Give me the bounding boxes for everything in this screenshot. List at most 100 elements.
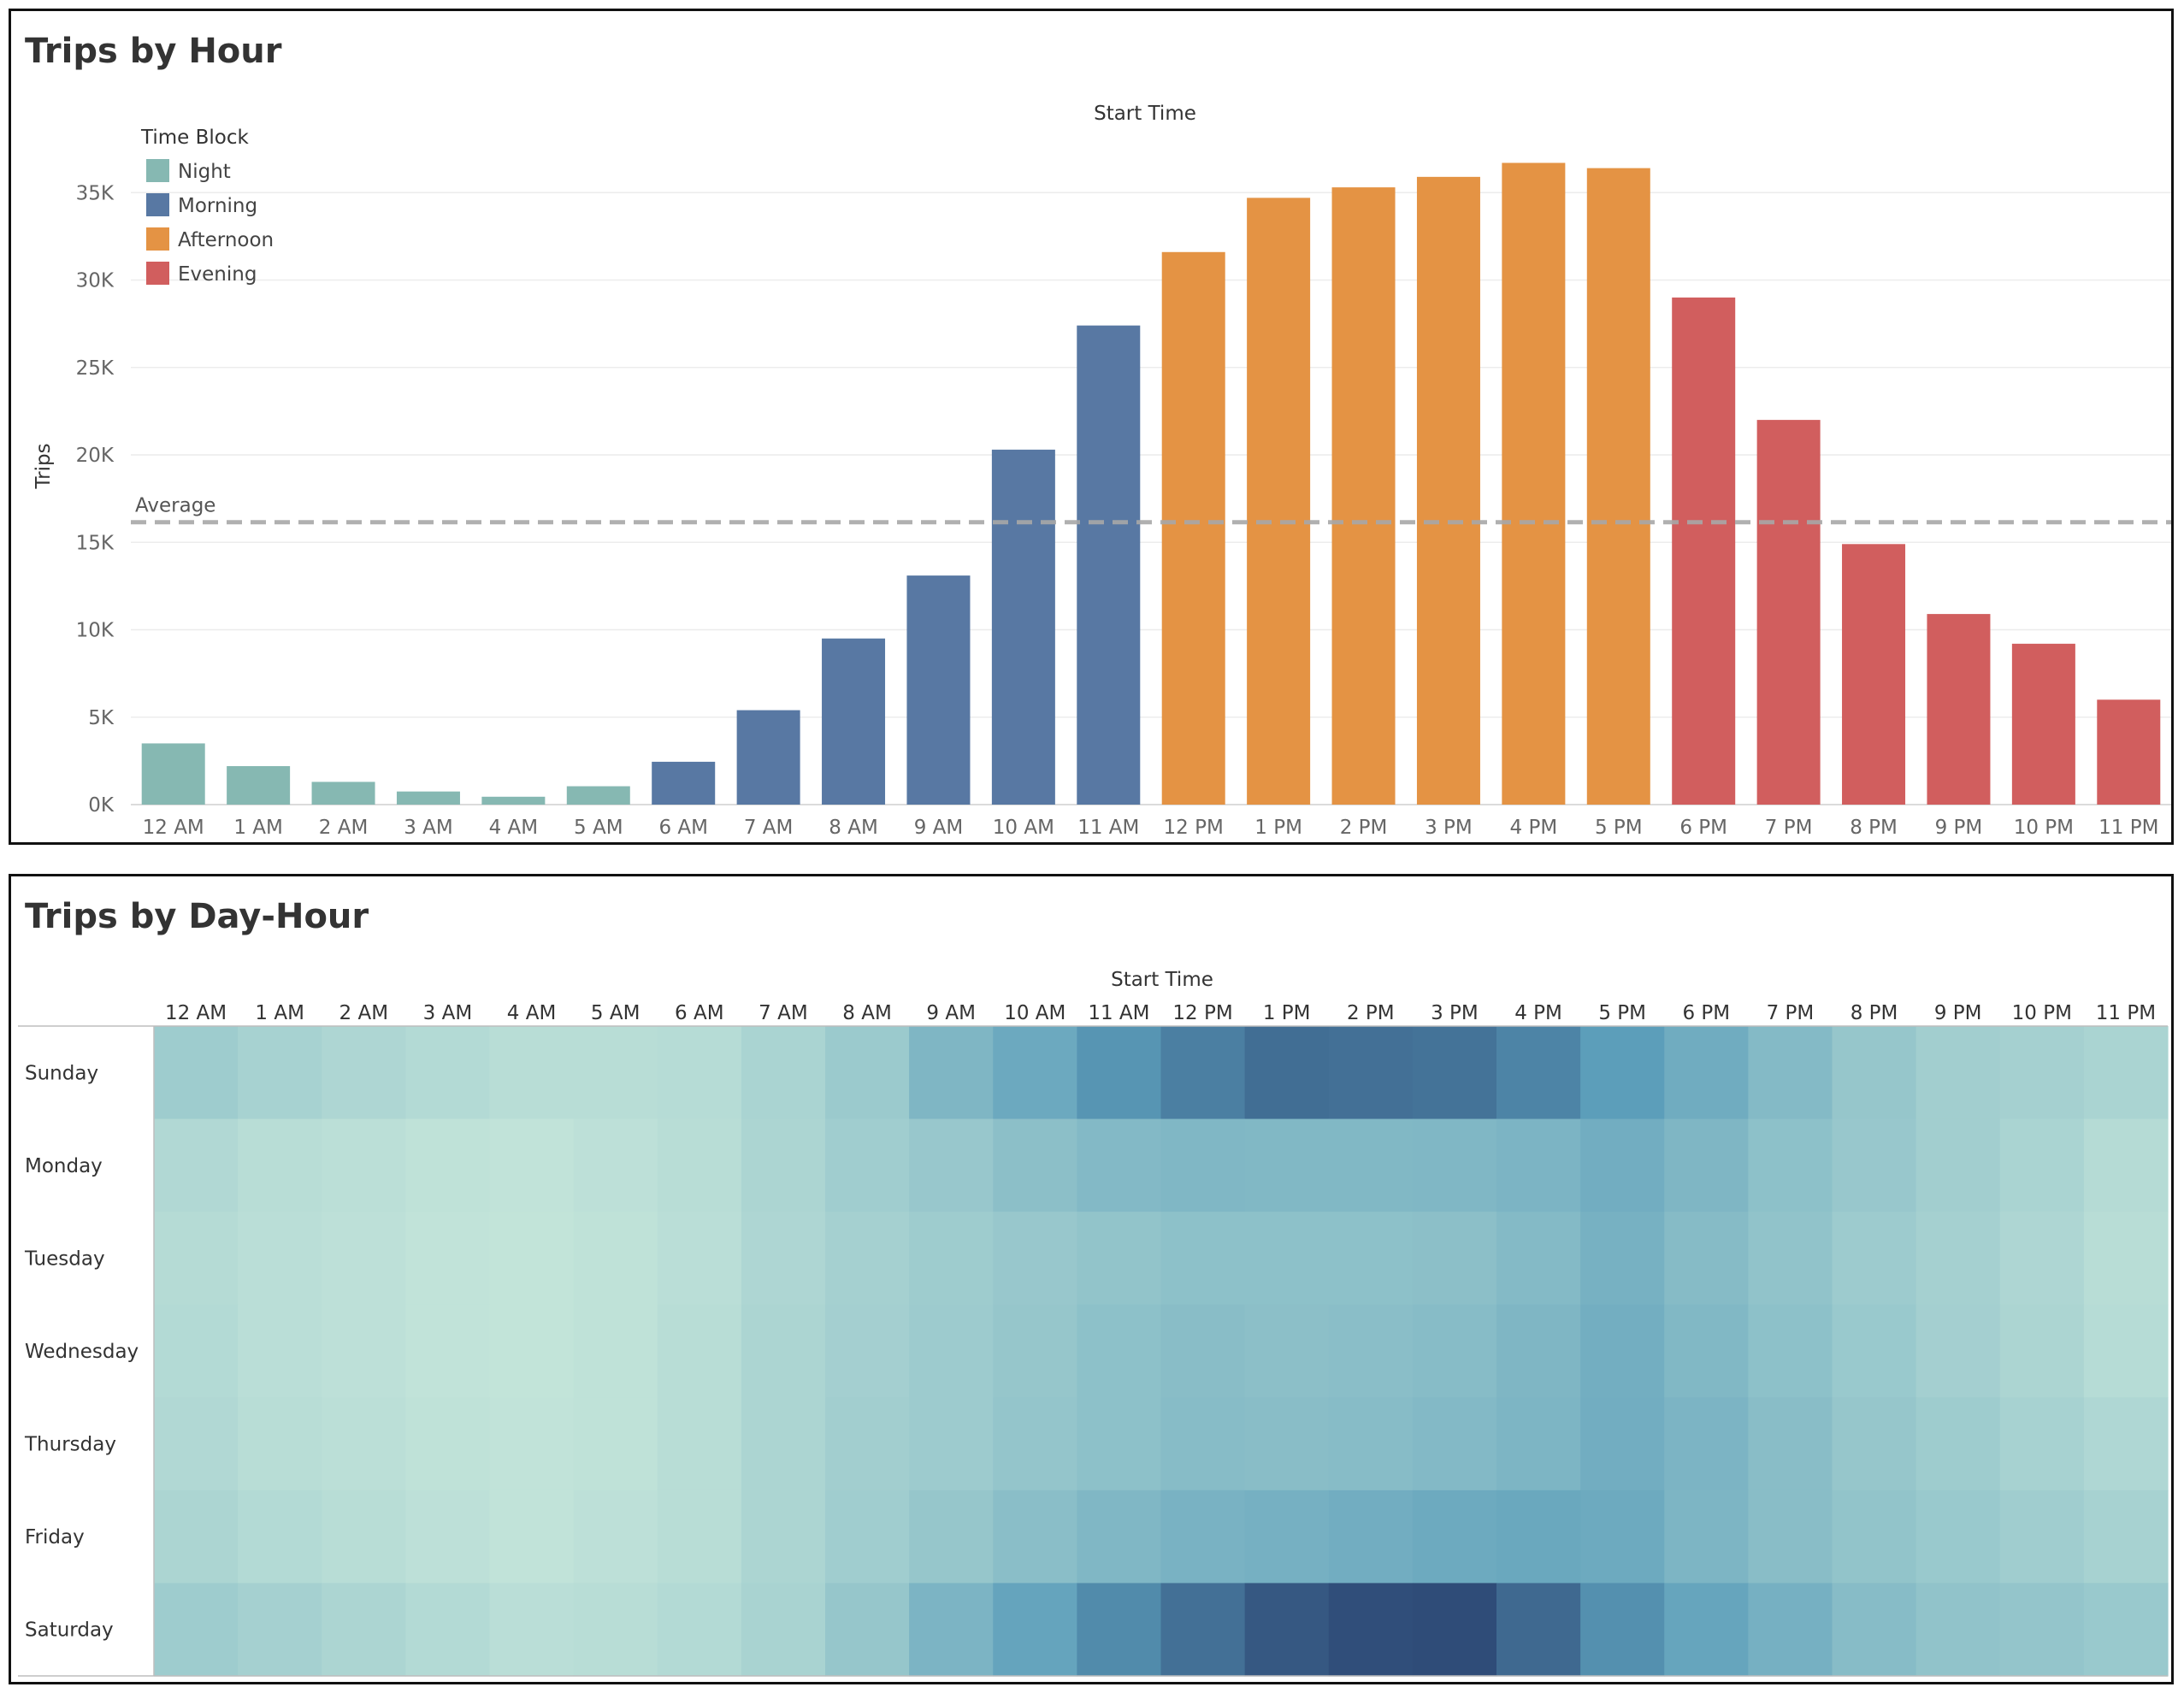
- heatmap-cell: [1832, 1397, 1917, 1491]
- heatmap-cell: [489, 1212, 575, 1306]
- heatmap-column-label: 5 PM: [1598, 1002, 1646, 1024]
- heatmap-cell: [1328, 1118, 1414, 1212]
- heatmap-cell: [993, 1212, 1077, 1306]
- heatmap-cell: [1496, 1212, 1581, 1306]
- heatmap-cells: [18, 1025, 2169, 1677]
- heatmap-cell: [825, 1397, 910, 1491]
- heatmap-row-label: Saturday: [25, 1619, 114, 1642]
- heatmap-cell: [1999, 1212, 2085, 1306]
- heatmap-cell: [238, 1212, 322, 1306]
- y-tick-label: 0K: [88, 794, 115, 817]
- heatmap-cell: [1999, 1026, 2085, 1120]
- heatmap-column-label: 9 PM: [1934, 1002, 1982, 1024]
- heatmap-cell: [1328, 1489, 1414, 1584]
- heatmap-cell: [1832, 1026, 1917, 1120]
- bar: [2097, 699, 2161, 805]
- heatmap-cell: [238, 1489, 322, 1584]
- heatmap-cell: [1915, 1583, 2001, 1677]
- heatmap-cell: [573, 1212, 658, 1306]
- heatmap-cell: [2083, 1118, 2169, 1212]
- heatmap-cell: [825, 1118, 910, 1212]
- heatmap-cell: [573, 1489, 658, 1584]
- x-tick-label: 10 AM: [993, 817, 1054, 839]
- heatmap-column-label: 7 PM: [1767, 1002, 1815, 1024]
- heatmap-cell: [741, 1583, 826, 1677]
- heatmap-cell: [1077, 1118, 1162, 1212]
- heatmap-cell: [1244, 1118, 1330, 1212]
- heatmap-cell: [1328, 1583, 1414, 1677]
- heatmap-cell: [1160, 1397, 1246, 1491]
- heatmap-cell: [1328, 1212, 1414, 1306]
- heatmap-cell: [1580, 1489, 1665, 1584]
- bar: [1077, 325, 1141, 805]
- heatmap-cell: [1328, 1304, 1414, 1398]
- heatmap-cell: [1328, 1397, 1414, 1491]
- heatmap-cell: [489, 1026, 575, 1120]
- y-tick-label: 15K: [76, 532, 115, 554]
- heatmap-cell: [154, 1212, 239, 1306]
- bar: [906, 575, 971, 805]
- heatmap-cell: [1748, 1583, 1833, 1677]
- heatmap-column-label: 12 AM: [165, 1002, 227, 1024]
- legend-item-label: Night: [178, 161, 231, 183]
- heatmap-cell: [2083, 1212, 2169, 1306]
- heatmap-cell: [1580, 1212, 1665, 1306]
- heatmap-cell: [1748, 1026, 1833, 1120]
- heatmap-cell: [238, 1118, 322, 1212]
- heatmap-cell: [1915, 1118, 2001, 1212]
- x-tick-label: 1 AM: [233, 817, 283, 839]
- legend-title: Time Block: [140, 127, 249, 149]
- heatmap-cell: [238, 1583, 322, 1677]
- heatmap-cell: [993, 1118, 1077, 1212]
- heatmap-row-label: Monday: [25, 1155, 103, 1177]
- bar: [396, 791, 460, 805]
- heatmap-cell: [1664, 1026, 1749, 1120]
- x-tick-label: 7 PM: [1765, 817, 1813, 839]
- heatmap-cell: [405, 1026, 491, 1120]
- heatmap-cell: [154, 1583, 239, 1677]
- x-tick-label: 6 PM: [1679, 817, 1727, 839]
- heatmap-cell: [405, 1397, 491, 1491]
- heatmap-cell: [322, 1489, 406, 1584]
- heatmap-cell: [909, 1304, 994, 1398]
- heatmap-cell: [1748, 1489, 1833, 1584]
- heatmap-cell: [1580, 1026, 1665, 1120]
- y-axis-title: Trips: [32, 443, 55, 489]
- bar: [1586, 168, 1650, 805]
- heatmap-column-label: 10 PM: [2012, 1002, 2072, 1024]
- heatmap-cell: [322, 1397, 406, 1491]
- legend-swatch: [146, 159, 169, 182]
- heatmap-cell: [1412, 1118, 1497, 1212]
- heatmap-cell: [1160, 1118, 1246, 1212]
- bar: [1672, 297, 1736, 805]
- heatmap-column-label: 9 AM: [926, 1002, 976, 1024]
- bar: [566, 786, 630, 805]
- legend-swatch: [146, 193, 169, 216]
- heatmap-cell: [154, 1118, 239, 1212]
- bar: [141, 743, 205, 805]
- heatmap-cell: [1160, 1304, 1246, 1398]
- heatmap-cell: [1748, 1397, 1833, 1491]
- trips-by-day-hour-heatmap: Start Time 12 AM 1 AM 2 AM 3 AM 4 AM 5 AM 6 AM…: [18, 969, 2169, 1677]
- heatmap-cell: [1077, 1026, 1162, 1120]
- heatmap-cell: [909, 1397, 994, 1491]
- heatmap-cell: [909, 1583, 994, 1677]
- heatmap-cell: [657, 1583, 742, 1677]
- heatmap-cell: [1244, 1397, 1330, 1491]
- heatmap-cell: [1160, 1026, 1246, 1120]
- x-tick-label: 8 AM: [829, 817, 878, 839]
- heatmap-cell: [238, 1397, 322, 1491]
- x-tick-label: 5 PM: [1595, 817, 1643, 839]
- heatmap-cell: [2083, 1397, 2169, 1491]
- heatmap-cell: [1999, 1304, 2085, 1398]
- heatmap-cell: [1412, 1583, 1497, 1677]
- heatmap-cell: [489, 1118, 575, 1212]
- heatmap-cell: [741, 1026, 826, 1120]
- heatmap-row-labels: Sunday Monday Tuesday Wednesday Thursday Frid…: [24, 1062, 139, 1641]
- heatmap-cell: [405, 1212, 491, 1306]
- heatmap-cell: [1077, 1489, 1162, 1584]
- heatmap-cell: [405, 1304, 491, 1398]
- heatmap-cell: [657, 1026, 742, 1120]
- bar: [1756, 420, 1821, 805]
- heatmap-row-label: Tuesday: [24, 1248, 105, 1270]
